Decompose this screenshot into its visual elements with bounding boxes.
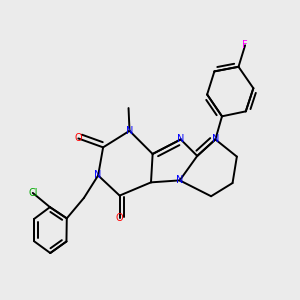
Text: N: N	[176, 176, 183, 185]
Text: F: F	[242, 40, 248, 50]
Text: N: N	[126, 126, 133, 136]
Text: N: N	[212, 134, 219, 144]
Text: O: O	[74, 134, 82, 143]
Text: N: N	[94, 170, 102, 180]
Text: Cl: Cl	[28, 188, 38, 198]
Text: O: O	[116, 213, 123, 224]
Text: N: N	[177, 134, 184, 144]
